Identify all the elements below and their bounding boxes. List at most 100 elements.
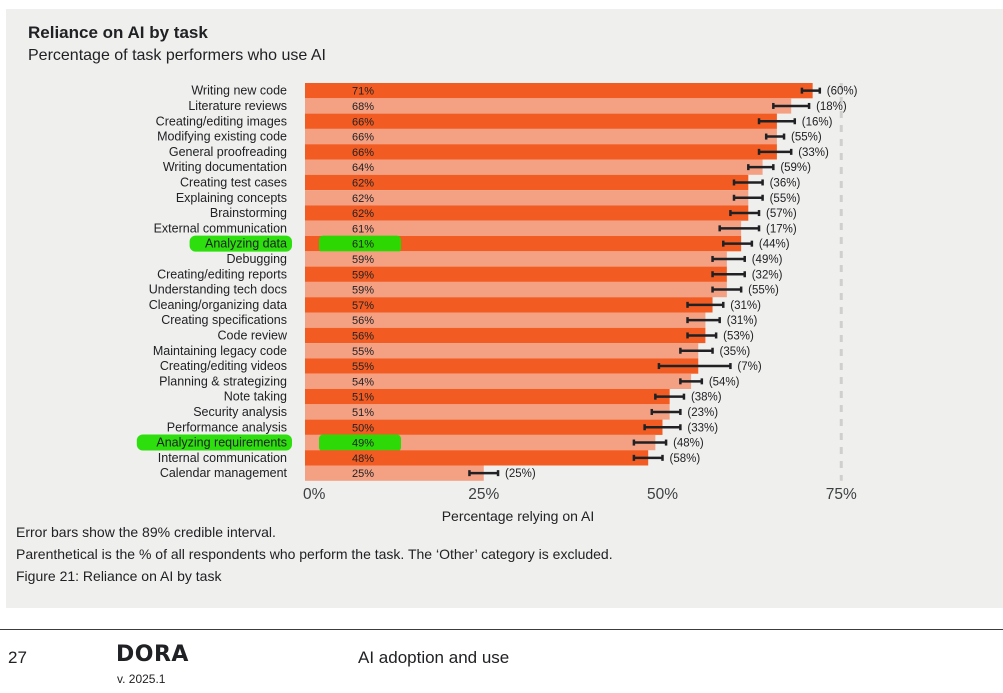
bar-15 [305,312,706,328]
value-label-16: 56% [352,330,374,342]
category-label-1: Literature reviews [188,99,287,113]
share-label-4: (33%) [798,147,829,159]
category-label-11: Debugging [227,252,288,266]
bar-2 [305,113,777,129]
value-label-2: 66% [352,116,374,128]
value-label-4: 66% [352,147,374,159]
share-label-2: (16%) [802,116,833,128]
share-label-16: (53%) [723,330,754,342]
share-label-15: (31%) [727,315,758,327]
x-tick-label-3: 75% [826,486,857,503]
category-label-17: Maintaining legacy code [153,344,287,358]
note-parenthetical: Parenthetical is the % of all respondent… [16,546,613,562]
value-label-22: 50% [352,422,374,434]
bar-9 [305,220,742,236]
share-label-17: (35%) [720,346,751,358]
bar-1 [305,98,792,114]
category-label-3: Modifying existing code [157,130,287,144]
footer-divider [0,629,1003,630]
value-label-19: 54% [352,376,374,388]
category-label-25: Calendar management [160,466,288,480]
value-label-15: 56% [352,315,374,327]
bar-7 [305,190,749,206]
category-label-22: Performance analysis [167,420,287,434]
highlight-value-10 [319,235,401,253]
value-label-5: 64% [352,162,374,174]
category-label-7: Explaining concepts [176,191,287,205]
bar-22 [305,419,663,435]
value-label-7: 62% [352,193,374,205]
value-label-3: 66% [352,132,374,144]
value-label-17: 55% [352,346,374,358]
version-label: v. 2025.1 [117,672,166,686]
category-label-19: Planning & strategizing [159,374,287,388]
bar-5 [305,159,763,175]
bar-4 [305,144,777,160]
bar-14 [305,297,713,313]
value-label-24: 48% [352,453,374,465]
share-label-11: (49%) [752,254,783,266]
category-label-4: General proofreading [169,145,287,159]
value-label-8: 62% [352,208,374,220]
share-label-8: (57%) [766,208,797,220]
share-label-19: (54%) [709,376,740,388]
category-label-9: External communication [154,221,287,235]
category-label-14: Cleaning/organizing data [149,298,287,312]
bar-12 [305,266,727,282]
value-label-20: 51% [352,392,374,404]
category-label-16: Code review [218,328,288,342]
x-tick-label-1: 25% [468,486,499,503]
bar-20 [305,389,670,405]
bar-6 [305,174,749,191]
bar-24 [305,450,649,466]
value-label-1: 68% [352,101,374,113]
dora-logo: DORA [116,642,189,667]
share-label-10: (44%) [759,239,790,251]
bar-8 [305,205,749,221]
share-label-9: (17%) [766,223,797,235]
value-label-14: 57% [352,300,374,312]
value-label-6: 62% [352,177,374,189]
share-label-25: (25%) [505,468,536,480]
chart-subtitle: Percentage of task performers who use AI [28,47,326,64]
value-label-21: 51% [352,407,374,419]
share-label-13: (55%) [748,285,779,297]
share-label-5: (59%) [780,162,811,174]
note-error-bars: Error bars show the 89% credible interva… [16,524,276,540]
category-label-2: Creating/editing images [156,114,287,128]
x-tick-label-2: 50% [647,486,678,503]
share-label-3: (55%) [791,132,822,144]
share-label-22: (33%) [687,422,718,434]
value-label-11: 59% [352,254,374,266]
bar-21 [305,404,670,420]
share-label-24: (58%) [670,453,701,465]
highlight-value-23 [319,434,401,452]
share-label-21: (23%) [687,407,718,419]
x-axis-label: Percentage relying on AI [442,508,595,524]
value-label-18: 55% [352,361,374,373]
x-tick-label-0: 0% [303,486,326,503]
value-label-0: 71% [352,86,374,98]
value-label-12: 59% [352,269,374,281]
share-label-20: (38%) [691,392,722,404]
figure-notes: Error bars show the 89% credible interva… [16,521,613,587]
category-label-21: Security analysis [193,405,287,419]
category-label-13: Understanding tech docs [149,283,287,297]
category-label-0: Writing new code [191,84,287,98]
category-label-24: Internal communication [158,451,287,465]
share-label-6: (36%) [770,177,801,189]
chart-title: Reliance on AI by task [28,23,208,42]
category-label-10: Analyzing data [205,237,287,251]
bar-25 [305,465,484,481]
page-number: 27 [8,648,27,667]
category-label-12: Creating/editing reports [157,267,287,281]
category-label-15: Creating specifications [161,313,287,327]
category-label-23: Analyzing requirements [156,436,287,450]
bar-chart: Writing new code 71% (60%) Literature revie… [136,83,858,524]
bar-13 [305,281,727,298]
value-label-10: 61% [352,239,374,251]
section-title: AI adoption and use [358,648,510,667]
bar-10 [305,236,742,252]
bar-3 [305,128,777,145]
share-label-12: (32%) [752,269,783,281]
